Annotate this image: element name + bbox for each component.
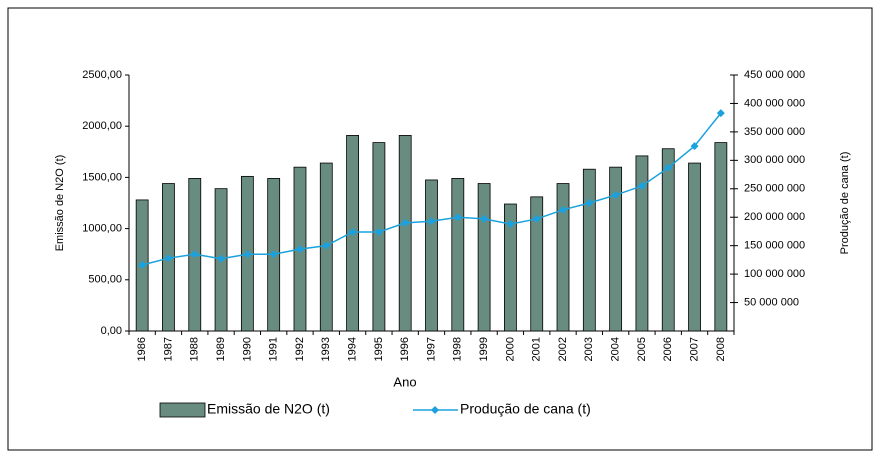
x-tick-label: 2001 — [531, 337, 543, 361]
line-marker — [401, 218, 410, 227]
y-axis-title: Emissão de N2O (t) — [54, 155, 66, 252]
x-tick-label: 2004 — [610, 337, 622, 361]
x-tick-label: 1992 — [294, 337, 306, 361]
y-tick-label: 500,00 — [88, 274, 122, 286]
line-marker — [295, 245, 304, 254]
line-marker — [637, 181, 646, 190]
bar — [582, 168, 596, 332]
x-tick-label: 1993 — [320, 337, 332, 361]
x-tick-label: 2007 — [688, 337, 700, 361]
line-marker — [348, 228, 357, 237]
line-marker — [716, 109, 725, 118]
y-tick-label: 1500,00 — [82, 171, 122, 183]
bar — [714, 142, 728, 332]
legend-marker — [431, 406, 439, 414]
line-marker — [164, 254, 173, 263]
x-tick-label: 2005 — [636, 337, 648, 361]
bar — [451, 178, 465, 332]
bar — [530, 196, 544, 332]
line-marker — [559, 205, 568, 214]
x-tick-label: 1995 — [373, 337, 385, 361]
x-tick-label: 1986 — [136, 337, 148, 361]
x-tick-label: 1991 — [268, 337, 280, 361]
legend-label: Produção de cana (t) — [460, 401, 591, 417]
x-tick-label: 2006 — [662, 337, 674, 361]
bar — [477, 183, 491, 332]
bar — [398, 135, 412, 332]
line-marker — [585, 199, 594, 207]
y2-axis-title: Produção de cana (t) — [839, 152, 851, 255]
line-marker — [532, 214, 541, 223]
y-tick-label: 2000,00 — [82, 120, 122, 132]
x-tick-label: 1998 — [452, 337, 464, 361]
x-tick-label: 1994 — [346, 337, 358, 361]
legend-swatch — [159, 402, 206, 418]
chart-border — [7, 7, 873, 451]
y2-tick-label: 150 000 000 — [744, 240, 805, 252]
line-marker — [190, 250, 199, 259]
bar — [425, 179, 438, 332]
y-tick-label: 0,00 — [101, 325, 122, 337]
bar — [635, 155, 649, 332]
y-tick-label: 2500,00 — [82, 69, 122, 81]
line-marker — [506, 220, 515, 229]
x-tick-label: 1999 — [478, 337, 490, 361]
x-tick-label: 1987 — [162, 337, 174, 361]
bar — [688, 162, 701, 332]
x-tick-label: 1996 — [399, 337, 411, 361]
x-tick-label: 2008 — [715, 337, 727, 361]
y2-tick-label: 100 000 000 — [744, 268, 805, 280]
line-marker — [269, 250, 278, 259]
y2-tick-label: 450 000 000 — [744, 69, 805, 81]
bar — [609, 166, 623, 332]
y2-tick-label: 250 000 000 — [744, 183, 805, 195]
line-marker — [664, 163, 673, 172]
y2-tick-label: 400 000 000 — [744, 97, 805, 109]
line-marker — [322, 241, 331, 250]
y2-tick-label: 50 000 000 — [744, 296, 799, 308]
y2-tick-label: 200 000 000 — [744, 211, 805, 223]
x-tick-label: 2000 — [504, 337, 516, 361]
line-marker — [374, 228, 383, 237]
x-tick-label: 1988 — [189, 337, 201, 361]
legend-label: Emissão de N2O (t) — [207, 401, 330, 417]
x-tick-label: 1989 — [215, 337, 227, 361]
y-tick-label: 1000,00 — [82, 223, 122, 235]
y2-tick-label: 350 000 000 — [744, 126, 805, 138]
line-marker — [217, 254, 226, 263]
line-marker — [690, 142, 699, 151]
bar — [504, 203, 517, 332]
line-marker — [427, 217, 436, 226]
line-marker — [480, 214, 489, 223]
x-axis-title: Ano — [393, 374, 416, 389]
x-tick-label: 1997 — [425, 337, 437, 361]
x-tick-label: 2003 — [583, 337, 595, 361]
bar — [661, 148, 675, 332]
x-tick-label: 2002 — [557, 337, 569, 361]
bar — [556, 183, 570, 332]
line-marker — [611, 191, 620, 200]
x-tick-label: 1990 — [241, 337, 253, 361]
line-marker — [453, 213, 462, 222]
line-marker — [138, 261, 147, 270]
bar — [372, 142, 386, 332]
y2-tick-label: 300 000 000 — [744, 154, 805, 166]
line-marker — [243, 250, 252, 259]
